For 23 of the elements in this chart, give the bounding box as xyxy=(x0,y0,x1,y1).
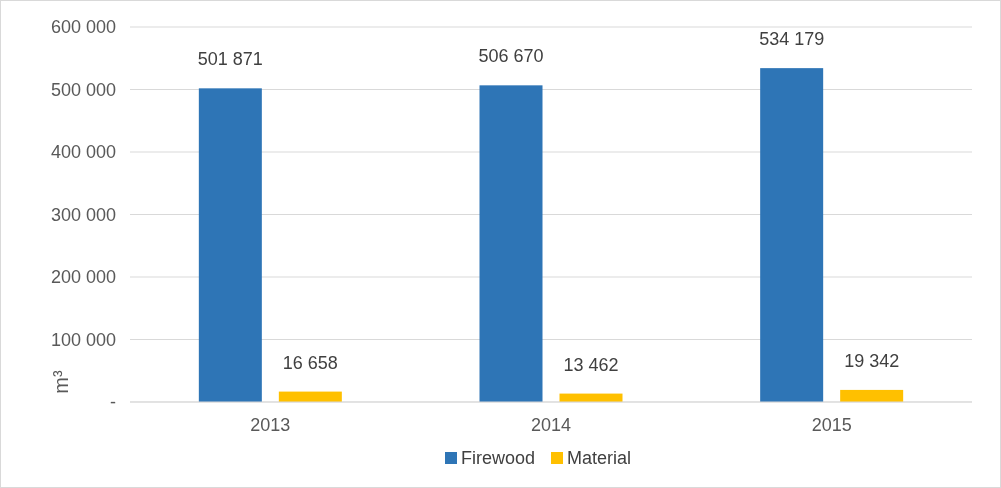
x-tick-label: 2014 xyxy=(530,415,572,435)
x-tick-label: 2015 xyxy=(811,415,852,435)
bar xyxy=(198,88,262,402)
data-label: 16 658 xyxy=(282,352,338,373)
y-tick-label: 100 000 xyxy=(50,329,116,350)
data-label: 13 462 xyxy=(563,354,619,375)
y-tick-label: - xyxy=(110,392,116,412)
bar xyxy=(760,68,824,402)
y-tick-label: 400 000 xyxy=(50,142,116,162)
data-label: 534 179 xyxy=(759,29,825,50)
y-tick-label: 300 000 xyxy=(50,204,116,225)
legend-label: Material xyxy=(567,448,632,468)
legend-label: Firewood xyxy=(461,448,536,468)
y-tick-label: 500 000 xyxy=(50,79,116,100)
y-axis-title: m³ xyxy=(50,370,72,394)
x-tick-label: 2013 xyxy=(250,415,291,435)
bar xyxy=(479,85,543,402)
data-label: 19 342 xyxy=(844,350,900,371)
y-tick-label: 600 000 xyxy=(50,17,116,37)
bar xyxy=(840,389,904,402)
data-label: 501 871 xyxy=(197,49,263,70)
y-tick-label: 200 000 xyxy=(50,267,116,287)
data-label: 506 670 xyxy=(478,46,544,67)
